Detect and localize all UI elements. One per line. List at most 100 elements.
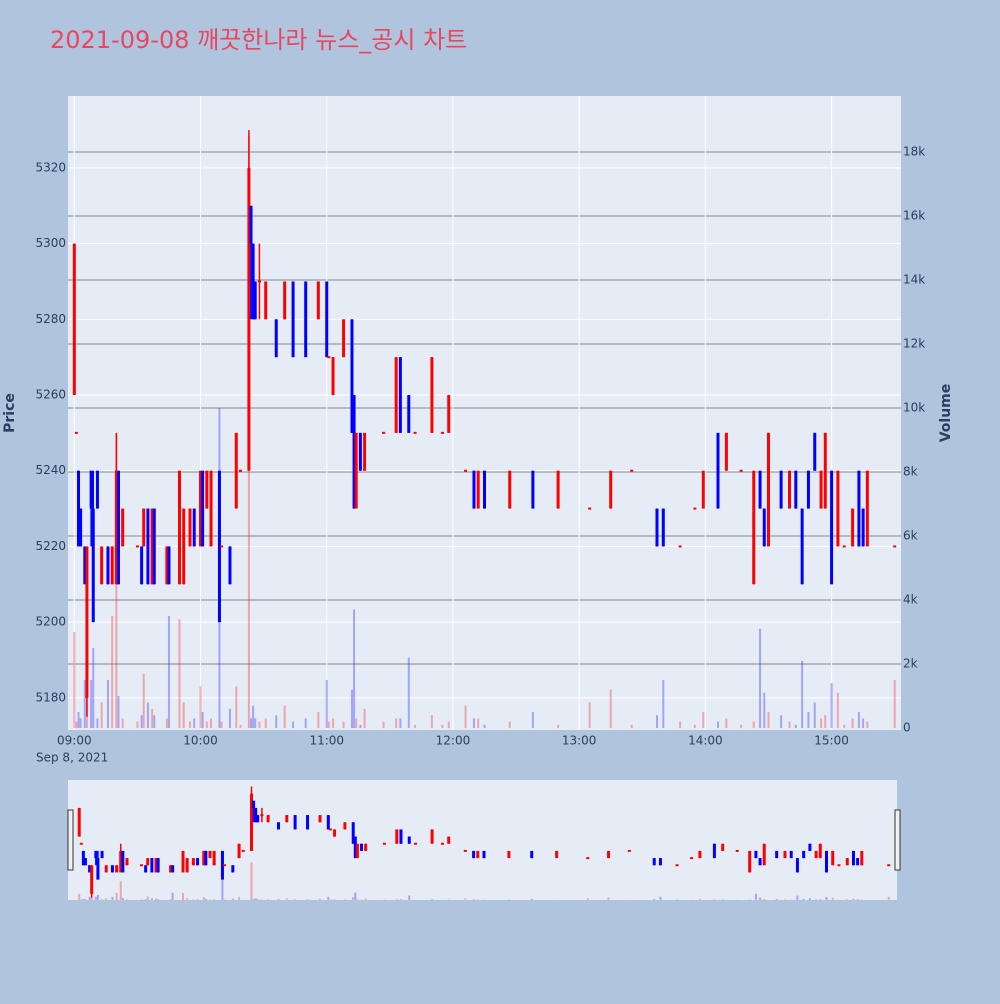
slider-handle[interactable] <box>895 810 900 870</box>
slider-candle-body <box>209 851 212 858</box>
slider-candle-body <box>242 850 245 852</box>
slider-candle-body <box>414 843 417 845</box>
candle-body <box>254 281 257 319</box>
volume-bar <box>265 718 267 728</box>
slider-volume-bar <box>755 894 757 900</box>
volume-bar <box>441 725 443 728</box>
y2-tick-label: 2k <box>903 657 918 671</box>
candle-body <box>73 244 76 395</box>
volume-bar <box>383 722 385 728</box>
range-slider[interactable] <box>68 780 897 900</box>
candle-body <box>430 357 433 433</box>
slider-candle-body <box>759 858 762 865</box>
slider-volume-bar <box>327 897 329 900</box>
volume-bar <box>448 722 450 728</box>
slider-candle-body <box>713 844 716 858</box>
slider-candle-body <box>260 814 263 816</box>
x-tick-label: 12:00 <box>436 734 471 748</box>
candle-body <box>96 471 99 509</box>
slider-candle-body <box>80 843 83 845</box>
slider-volume-bar <box>197 899 199 900</box>
slider-candle-body <box>150 858 153 872</box>
candle-body <box>182 509 185 585</box>
slider-volume-bar <box>852 899 854 900</box>
slider-candle-body <box>659 858 662 865</box>
slider-volume-bar <box>815 899 817 900</box>
slider-candle-body <box>483 851 486 858</box>
slider-handle[interactable] <box>68 810 73 870</box>
slider-volume-bar <box>78 894 80 900</box>
candle-body <box>407 395 410 433</box>
volume-bar <box>239 725 241 728</box>
slider-volume-bar <box>531 899 533 900</box>
candle-body <box>258 280 261 282</box>
slider-candle-body <box>252 801 255 808</box>
volume-bar <box>80 718 82 728</box>
x-tick-label: 15:00 <box>814 734 849 748</box>
slider-candle-body <box>383 843 386 845</box>
volume-bar <box>866 722 868 728</box>
slider-volume-bar <box>221 880 223 900</box>
slider-volume-bar <box>857 899 859 900</box>
slider-volume-bar <box>267 899 269 900</box>
slider-volume-bar <box>182 893 184 900</box>
x-tick-label: 11:00 <box>309 734 344 748</box>
slider-volume-bar <box>846 899 848 900</box>
slider-candle-body <box>182 851 185 872</box>
volume-bar <box>117 696 119 728</box>
volume-bar <box>343 722 345 728</box>
y2-tick-label: 8k <box>903 465 918 479</box>
candle-body <box>92 509 95 623</box>
slider-volume-bar <box>587 898 589 900</box>
slider-candle-body <box>796 858 799 872</box>
slider-candle-body <box>399 829 402 843</box>
candle-body <box>355 433 358 509</box>
slider-candle-body <box>231 865 234 872</box>
candle-body <box>830 471 833 585</box>
volume-bar <box>789 722 791 728</box>
volume-bar <box>78 712 80 728</box>
volume-bar <box>250 718 252 728</box>
slider-volume-bar <box>286 898 288 899</box>
volume-bar <box>824 715 826 728</box>
candle-body <box>235 433 238 509</box>
slider-volume-bar <box>105 898 107 900</box>
slider-candle-body <box>319 815 322 822</box>
slider-candle-body <box>607 851 610 858</box>
candle-body <box>399 357 402 433</box>
slider-volume-bar <box>116 893 118 900</box>
slider-candle-body <box>333 829 336 836</box>
slider-candle-body <box>196 858 199 865</box>
x-tick-label: 14:00 <box>688 734 723 748</box>
candle-body <box>588 508 591 510</box>
slider-volume-bar <box>803 899 805 900</box>
candle-body <box>228 546 231 584</box>
slider-candle-body <box>802 851 805 858</box>
slider-volume-bar <box>253 899 255 900</box>
volume-bar <box>141 715 143 728</box>
slider-candle-body <box>721 844 724 851</box>
slider-candle-body <box>815 851 818 858</box>
candle-body <box>472 471 475 509</box>
candle-body <box>843 545 846 547</box>
slider-candle-body <box>846 858 849 865</box>
slider-candle-body <box>852 851 855 865</box>
slider-candle-body <box>754 851 757 858</box>
candle-body <box>142 509 145 547</box>
candle-body <box>106 546 109 584</box>
volume-bar <box>326 680 328 728</box>
volume-bar <box>509 722 511 728</box>
volume-bar <box>305 718 307 728</box>
slider-candle-body <box>144 865 147 872</box>
slider-candle-body <box>105 865 108 872</box>
slider-candle-body <box>329 828 332 830</box>
volume-bar <box>862 718 864 728</box>
volume-bar <box>92 648 94 728</box>
candle-body <box>557 471 560 509</box>
slider-candle-body <box>223 864 226 866</box>
candle-body <box>851 509 854 547</box>
candle-body <box>763 509 766 547</box>
candle-body <box>189 509 192 547</box>
volume-bar <box>332 718 334 728</box>
